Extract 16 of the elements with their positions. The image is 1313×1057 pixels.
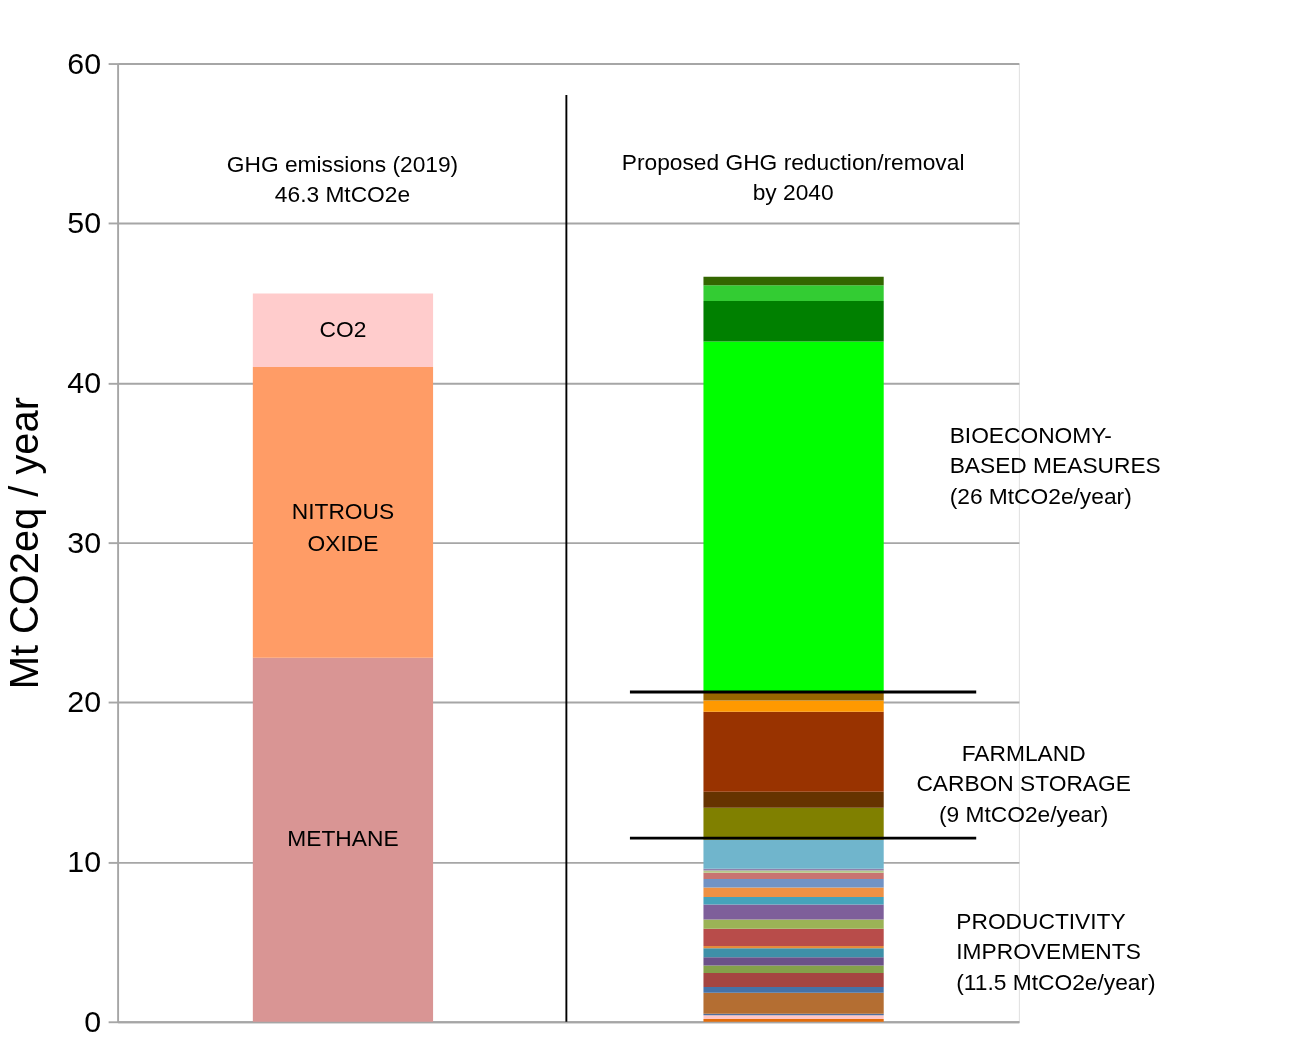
annotation: Proposed GHG reduction/removal by 2040 xyxy=(621,148,965,206)
y-axis-title: Mt CO2eq / year xyxy=(1,397,46,690)
annotation: PRODUCTIVITY IMPROVEMENTS (11.5 MtCO2e/year) xyxy=(956,907,1156,995)
annotation: GHG emissions (2019) 46.3 MtCO2e xyxy=(226,150,459,208)
y-tick-label: 10 xyxy=(67,845,102,879)
y-tick-label: 60 xyxy=(67,46,102,80)
y-tick-label: 30 xyxy=(67,525,102,559)
annotation: BIOECONOMY- BASED MEASURES (26 MtCO2e/year) xyxy=(949,422,1161,509)
y-tick-label: 0 xyxy=(84,1004,102,1038)
series-label: METHANE xyxy=(287,825,399,852)
y-tick-label: 20 xyxy=(67,685,102,719)
series-label: NITROUS OXIDE xyxy=(291,497,395,557)
series-label: CO2 xyxy=(319,315,367,342)
y-tick-label: 50 xyxy=(67,206,102,240)
annotation: FARMLAND CARBON STORAGE (9 MtCO2e/year) xyxy=(916,739,1131,827)
y-tick-label: 40 xyxy=(67,365,102,399)
